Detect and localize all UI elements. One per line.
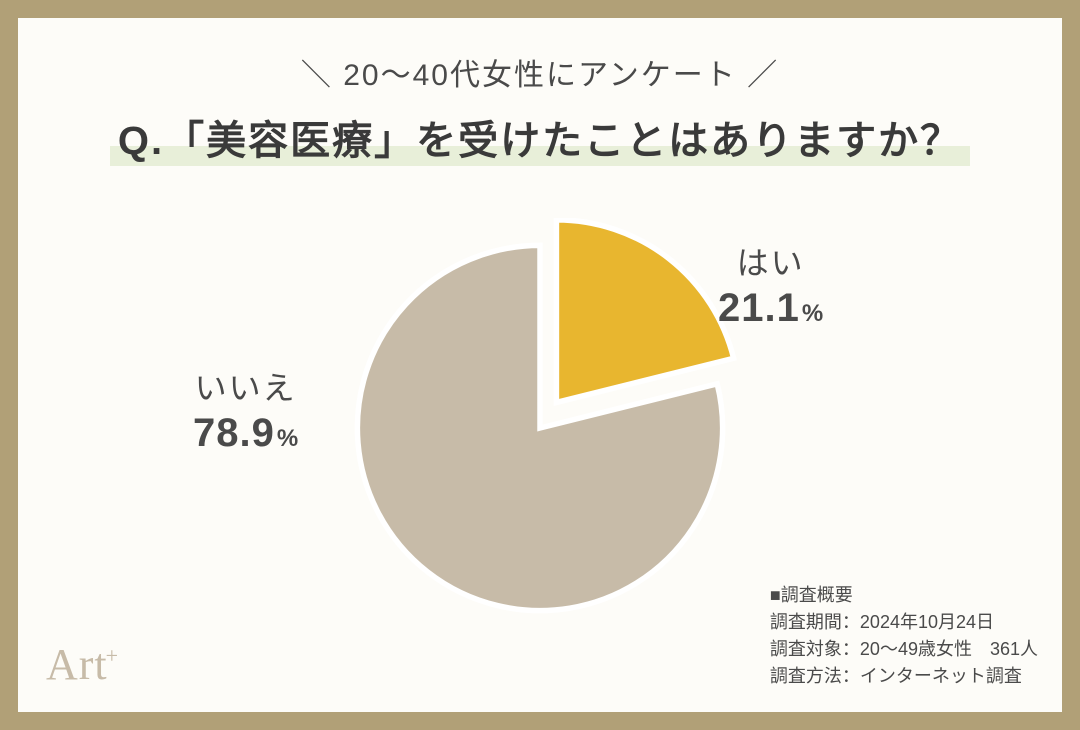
survey-info-method: 調査方法：インターネット調査 <box>770 663 1038 690</box>
percent-sign: % <box>277 425 298 452</box>
header: ＼ 20〜40代女性にアンケート ／ Q.「美容医療」を受けたことはありますか？ <box>18 18 1062 166</box>
survey-info-heading: ■調査概要 <box>770 582 1038 609</box>
survey-info-target: 調査対象：20〜49歳女性 361人 <box>770 636 1038 663</box>
logo-plus: + <box>106 643 119 668</box>
question-wrap: Q.「美容医療」を受けたことはありますか？ <box>110 108 970 166</box>
slice-no-value: 78.9 <box>193 411 275 455</box>
pie-chart <box>330 218 750 638</box>
pie-slice-yes <box>556 220 733 403</box>
survey-question: Q.「美容医療」を受けたことはありますか？ <box>110 108 970 166</box>
logo-text: Art <box>46 640 108 689</box>
slice-label-yes: はい 21.1% <box>718 238 823 331</box>
slice-yes-name: はい <box>718 238 823 284</box>
outer-frame: ＼ 20〜40代女性にアンケート ／ Q.「美容医療」を受けたことはありますか？… <box>0 0 1080 730</box>
survey-subtitle: ＼ 20〜40代女性にアンケート ／ <box>18 50 1062 94</box>
survey-info: ■調査概要 調査期間：2024年10月24日 調査対象：20〜49歳女性 361… <box>770 582 1038 690</box>
inner-frame: ＼ 20〜40代女性にアンケート ／ Q.「美容医療」を受けたことはありますか？… <box>18 18 1062 712</box>
slice-yes-value: 21.1 <box>718 286 800 330</box>
slice-label-no: いいえ 78.9% <box>193 363 298 456</box>
percent-sign: % <box>802 300 823 327</box>
survey-info-period: 調査期間：2024年10月24日 <box>770 609 1038 636</box>
slice-no-name: いいえ <box>193 363 298 409</box>
brand-logo: Art+ <box>46 639 119 690</box>
